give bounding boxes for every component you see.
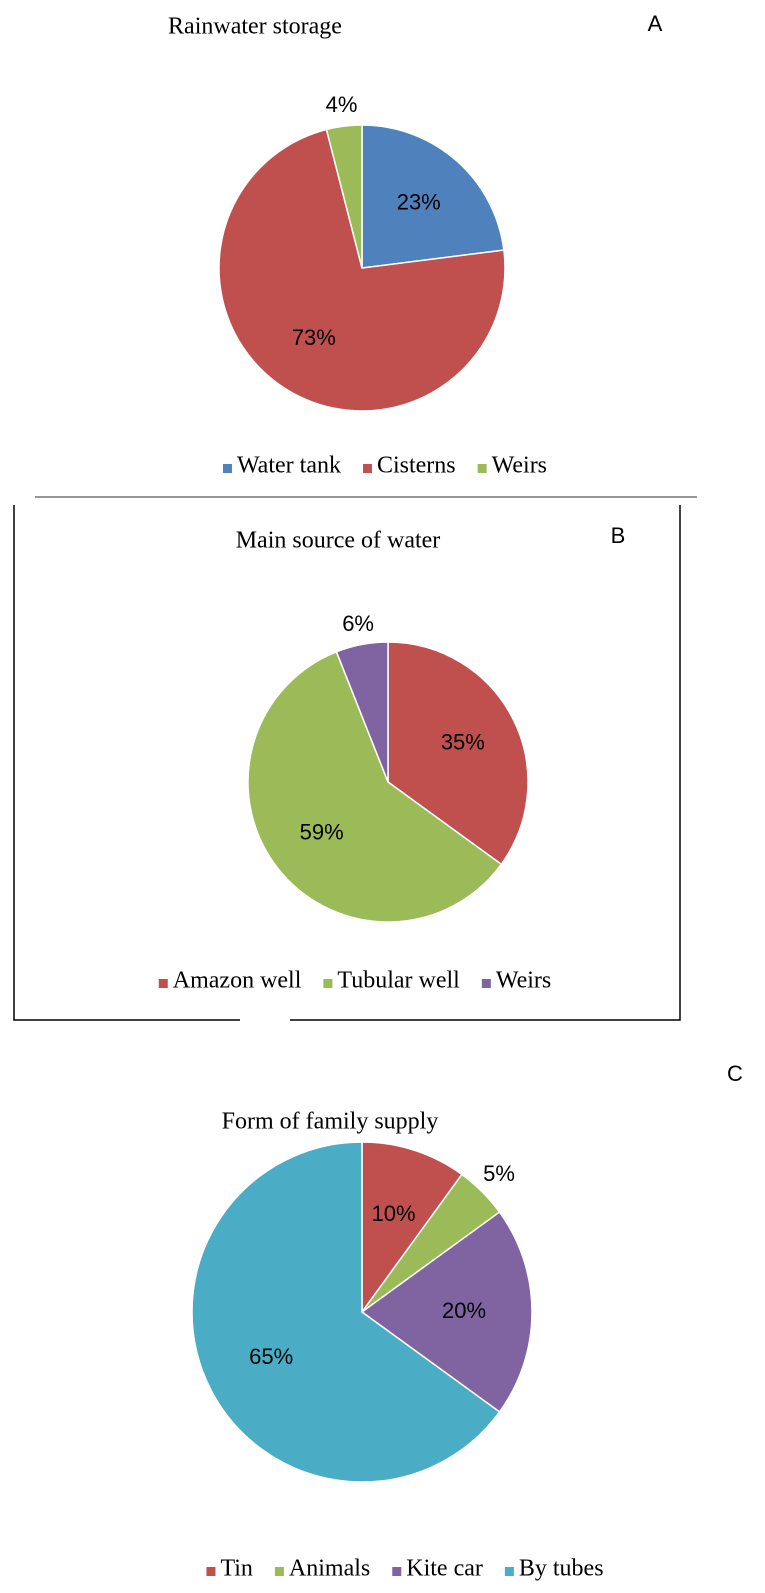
legend-marker bbox=[392, 1567, 402, 1576]
legend-marker bbox=[158, 979, 168, 988]
pie-slice bbox=[325, 124, 363, 269]
legend-marker bbox=[362, 464, 372, 473]
legend-label: Water tank bbox=[237, 453, 341, 479]
legend-label: Kite car bbox=[406, 1556, 483, 1582]
data-label: 6% bbox=[342, 611, 374, 636]
legend-label: Amazon well bbox=[173, 968, 302, 994]
data-label: 10% bbox=[371, 1201, 415, 1226]
chart-title: Rainwater storage bbox=[168, 14, 342, 40]
data-label: 73% bbox=[292, 325, 336, 350]
panel-label: B bbox=[611, 523, 626, 548]
legend-marker bbox=[504, 1567, 514, 1576]
legend-label: Cisterns bbox=[377, 453, 456, 479]
data-label: 65% bbox=[249, 1344, 293, 1369]
panel-frame bbox=[13, 505, 240, 1021]
data-label: 4% bbox=[326, 92, 358, 117]
legend-marker bbox=[323, 979, 333, 988]
legend-label: Tubular well bbox=[337, 968, 460, 994]
legend-marker bbox=[481, 979, 491, 988]
data-label: 20% bbox=[442, 1298, 486, 1323]
chart-title: Form of family supply bbox=[222, 1109, 439, 1135]
legend-label: Weirs bbox=[496, 968, 551, 994]
pie-slice bbox=[335, 641, 389, 783]
pie-slice bbox=[361, 1141, 463, 1315]
data-label: 59% bbox=[300, 819, 344, 844]
data-label: 5% bbox=[483, 1161, 515, 1186]
legend-marker bbox=[274, 1567, 284, 1576]
pie-slice bbox=[247, 650, 503, 923]
legend-marker bbox=[222, 464, 232, 473]
pie-slice bbox=[218, 128, 506, 412]
panel-label: A bbox=[648, 11, 663, 36]
chart-title: Main source of water bbox=[236, 528, 441, 554]
pie-slice bbox=[387, 641, 529, 866]
pie-slice bbox=[191, 1141, 501, 1483]
panel-label: C bbox=[727, 1061, 743, 1086]
pie-slice bbox=[360, 1211, 533, 1413]
data-label: 35% bbox=[441, 730, 485, 755]
legend-label: By tubes bbox=[519, 1556, 604, 1582]
legend-label: Weirs bbox=[492, 453, 547, 479]
legend-label: Tin bbox=[220, 1556, 252, 1582]
data-label: 23% bbox=[397, 189, 441, 214]
pie-slice bbox=[361, 124, 505, 269]
legend-marker bbox=[206, 1567, 216, 1576]
legend-marker bbox=[477, 464, 487, 473]
legend-label: Animals bbox=[289, 1556, 370, 1582]
panel-frame bbox=[290, 505, 681, 1021]
